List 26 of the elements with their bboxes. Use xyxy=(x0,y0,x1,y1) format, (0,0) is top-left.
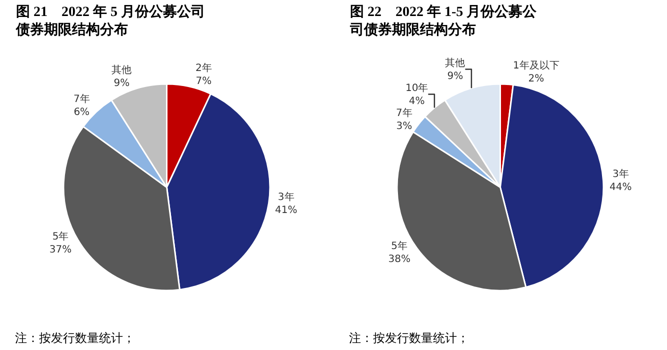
slice-label: 7年 xyxy=(73,92,90,105)
data-label: 6% xyxy=(74,106,90,118)
data-label: 2% xyxy=(528,73,544,84)
data-label: 4% xyxy=(408,96,425,107)
slice-label: 2年 xyxy=(196,62,212,74)
slice-label: 3年 xyxy=(278,191,294,204)
slice-label: 7年 xyxy=(396,106,412,119)
data-label: 37% xyxy=(49,244,72,256)
slice-label: 其他 xyxy=(445,56,466,69)
slice-label: 5年 xyxy=(391,240,408,252)
slice-label: 3年 xyxy=(612,168,629,180)
slice-label: 10年 xyxy=(405,82,428,94)
data-label: 41% xyxy=(274,205,298,216)
slice-label: 1年及以下 xyxy=(512,59,560,72)
data-label: 9% xyxy=(114,78,130,90)
data-label: 38% xyxy=(388,254,410,265)
slice-label: 其他 xyxy=(112,64,132,76)
data-label: 7% xyxy=(196,76,212,88)
data-label: 9% xyxy=(447,70,464,82)
data-label: 44% xyxy=(610,182,632,194)
chart-title: 图 21 2022 年 5 月份公募公司债券期限结构分布 xyxy=(15,4,205,38)
slice-label: 5年 xyxy=(52,230,69,243)
text: 注：按发行数量统计； xyxy=(349,331,469,345)
data-label: 3% xyxy=(396,120,412,132)
text: 注：按发行数量统计； xyxy=(15,331,135,345)
chart-title: 图 22 2022 年 1-5 月份公募公司债券期限结构分布 xyxy=(349,4,538,38)
